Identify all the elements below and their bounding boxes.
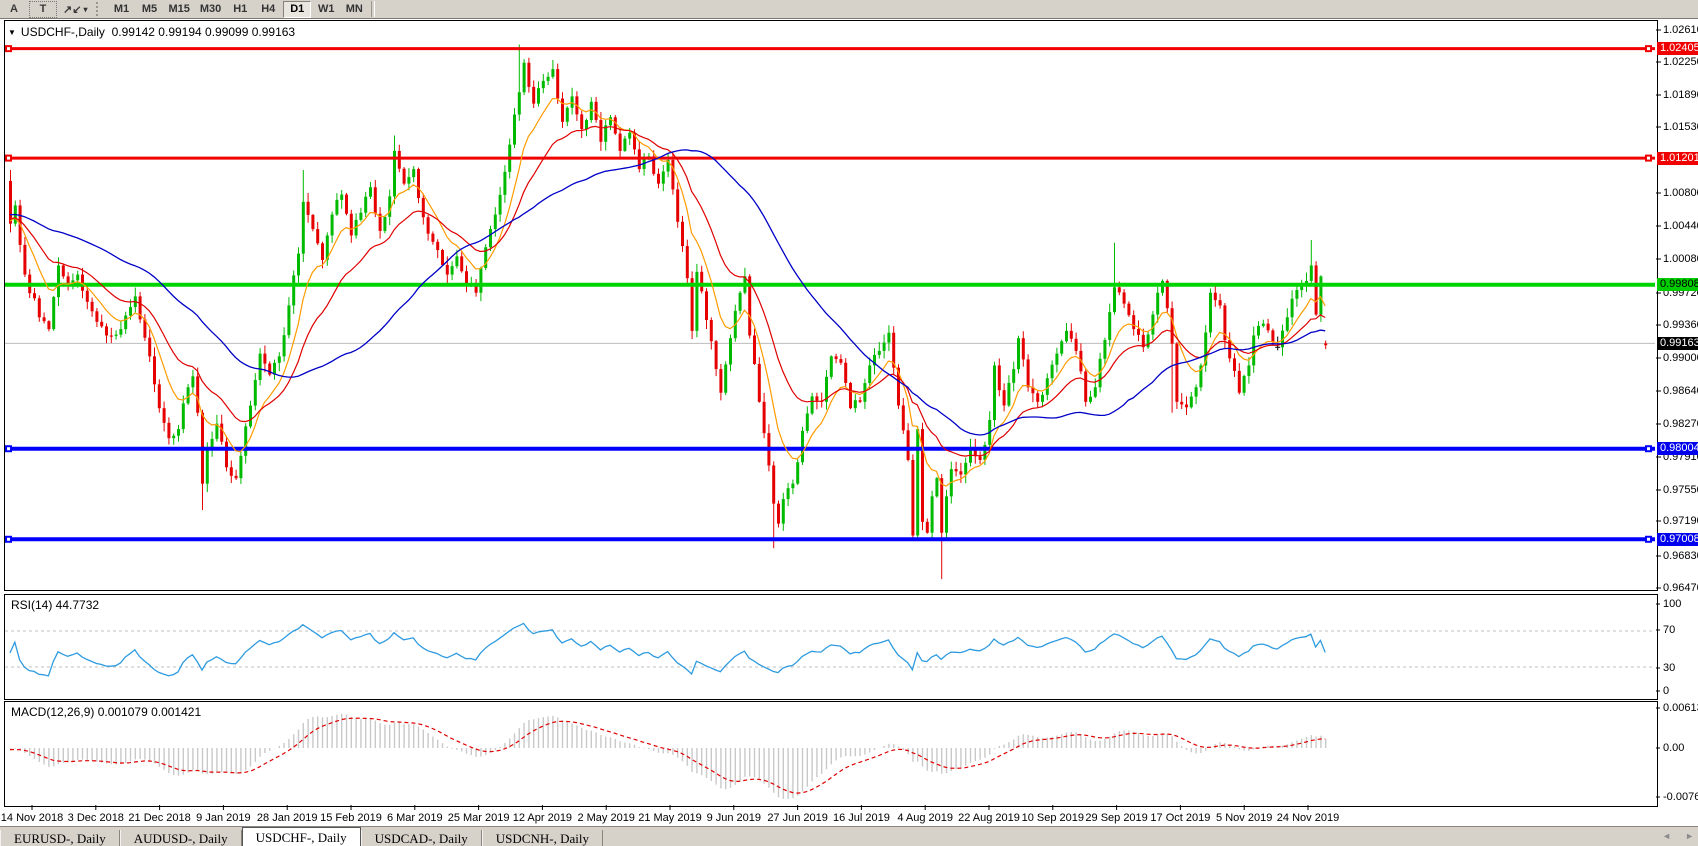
date-axis-label: 14 Nov 2018 <box>0 812 64 824</box>
date-axis-label: 9 Jun 2019 <box>706 812 762 824</box>
font-tool[interactable]: A <box>10 3 18 15</box>
price-axis-label: 1.02610 <box>1663 24 1698 36</box>
tab-scroll-left-icon[interactable]: ◄ <box>1662 831 1672 841</box>
chart-title: ▼ USDCHF-,Daily 0.99142 0.99194 0.99099 0… <box>8 25 295 39</box>
text-label-tool[interactable]: T <box>29 0 57 18</box>
price-level-box: 0.98004 <box>1657 442 1698 456</box>
main-chart-pane[interactable] <box>4 20 1658 591</box>
date-axis-label: 29 Sep 2019 <box>1085 812 1148 824</box>
symbol-tab-bar: EURUSD-, Daily AUDUSD-, Daily USDCHF-, Dai… <box>0 826 1698 846</box>
price-level-box: 0.97008 <box>1657 532 1698 546</box>
symbol-tab-AUDUSD[interactable]: AUDUSD-, Daily <box>119 830 242 846</box>
price-axis-label: 1.01890 <box>1663 89 1698 101</box>
price-axis-label: 1.02250 <box>1663 56 1698 68</box>
tab-scroll-right-icon[interactable]: ► <box>1685 831 1694 841</box>
symbol-tab-USDCNH[interactable]: USDCNH-, Daily <box>481 830 603 846</box>
rsi-axis-label: 30 <box>1663 662 1676 674</box>
timeframe-button-H4[interactable]: H4 <box>261 3 276 15</box>
date-axis-label: 5 Nov 2019 <box>1216 812 1273 824</box>
date-axis-label: 6 Mar 2019 <box>386 812 443 824</box>
price-axis-label: 1.01530 <box>1663 121 1698 133</box>
price-axis-label: 0.96470 <box>1663 582 1698 594</box>
current-price-box: 0.99163 <box>1657 336 1698 350</box>
price-axis-label: 1.00440 <box>1663 220 1698 232</box>
symbol-tab-USDCHF[interactable]: USDCHF-, Daily <box>241 827 361 846</box>
timeframe-button-M30[interactable]: M30 <box>199 3 222 15</box>
symbol-title: USDCHF-,Daily <box>20 25 105 39</box>
date-axis-label: 2 May 2019 <box>577 812 635 824</box>
rsi-axis-label: 70 <box>1663 624 1676 636</box>
date-axis-label: 21 May 2019 <box>638 812 702 824</box>
tab-scroll-arrows: ◄ ► <box>1662 831 1694 841</box>
rsi-axis-label: 0 <box>1663 685 1670 697</box>
collapse-arrow-icon[interactable]: ▼ <box>8 28 16 37</box>
date-axis-label: 4 Aug 2019 <box>897 812 954 824</box>
rsi-axis-label: 100 <box>1663 598 1682 610</box>
chart-toolbar: A T ↗↙ ▾ M1 M5 M15 M30 H1 H4 D1 W1 MN <box>0 0 1698 19</box>
date-axis-label: 22 Aug 2019 <box>958 812 1020 824</box>
date-axis-label: 10 Sep 2019 <box>1021 812 1084 824</box>
macd-axis-label: 0.00 <box>1663 742 1685 754</box>
date-axis-label: 16 Jul 2019 <box>832 812 890 824</box>
date-axis-label: 12 Apr 2019 <box>512 812 573 824</box>
macd-pane[interactable] <box>4 701 1658 807</box>
date-axis-label: 24 Nov 2019 <box>1276 812 1340 824</box>
timeframe-button-W1[interactable]: W1 <box>318 3 335 15</box>
date-axis-label: 25 Mar 2019 <box>447 812 510 824</box>
date-axis-label: 15 Feb 2019 <box>320 812 382 824</box>
symbol-tab-USDCAD[interactable]: USDCAD-, Daily <box>360 830 482 846</box>
toolbar-grip <box>96 2 103 16</box>
price-level-box: 0.99808 <box>1657 278 1698 292</box>
price-level-box: 1.01201 <box>1657 151 1698 165</box>
toolbar-separator <box>371 1 376 17</box>
timeframe-button-H1[interactable]: H1 <box>233 3 248 15</box>
date-axis-label: 21 Dec 2018 <box>128 812 191 824</box>
timeframe-button-D1[interactable]: D1 <box>283 0 312 18</box>
macd-title: MACD(12,26,9) 0.001079 0.001421 <box>11 705 202 719</box>
timeframe-button-M1[interactable]: M1 <box>113 3 130 15</box>
timeframe-button-M5[interactable]: M5 <box>141 3 158 15</box>
ohlc-values: 0.99142 0.99194 0.99099 0.99163 <box>111 25 296 39</box>
rsi-title: RSI(14) 44.7732 <box>11 598 100 612</box>
symbol-tab-EURUSD[interactable]: EURUSD-, Daily <box>0 830 120 846</box>
date-axis-label: 3 Dec 2018 <box>67 812 124 824</box>
date-axis-label: 27 Jun 2019 <box>767 812 828 824</box>
timeframe-button-MN[interactable]: MN <box>345 3 363 15</box>
date-axis-label: 9 Jan 2019 <box>196 812 251 824</box>
date-axis-label: 28 Jan 2019 <box>256 812 318 824</box>
price-level-box: 1.02405 <box>1657 42 1698 56</box>
date-axis-label: 17 Oct 2019 <box>1150 812 1211 824</box>
timeframe-button-M15[interactable]: M15 <box>168 3 190 15</box>
arrow-tools[interactable]: ↗↙ ▾ <box>63 3 88 16</box>
macd-axis-label: 0.00613 <box>1663 702 1698 714</box>
price-axis-label: 1.00800 <box>1663 187 1698 199</box>
rsi-pane[interactable] <box>4 594 1658 700</box>
